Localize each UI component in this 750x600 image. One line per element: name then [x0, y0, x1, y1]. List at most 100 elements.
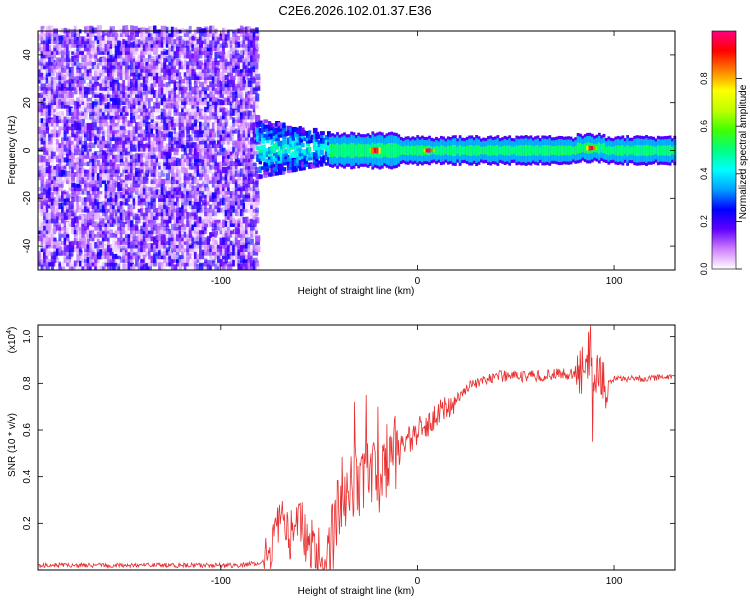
heatmap-cell	[135, 132, 140, 138]
heatmap-cell	[101, 78, 106, 84]
heatmap-cell	[40, 133, 45, 138]
heatmap-cell	[140, 55, 145, 63]
heatmap-cell	[48, 199, 52, 206]
heatmap-cell	[206, 193, 212, 199]
heatmap-cell	[71, 145, 76, 152]
heatmap-cell	[442, 148, 445, 153]
heatmap-cell	[229, 61, 234, 66]
heatmap-cell	[130, 211, 134, 217]
heatmap-cell	[181, 125, 184, 134]
heatmap-cell	[186, 140, 191, 145]
heatmap-cell	[78, 131, 83, 138]
heatmap-cell	[153, 90, 158, 95]
heatmap-cell	[279, 164, 284, 169]
heatmap-cell	[315, 156, 319, 162]
heatmap-cell	[124, 79, 129, 84]
heatmap-cell	[132, 102, 136, 109]
heatmap-cell	[140, 68, 144, 73]
heatmap-cell	[498, 148, 502, 153]
heatmap-cell	[55, 133, 61, 138]
heatmap-cell	[163, 145, 167, 152]
heatmap-cell	[242, 90, 247, 98]
heatmap-cell	[135, 47, 139, 52]
heatmap-cell	[140, 215, 144, 220]
heatmap-cell	[53, 135, 59, 141]
heatmap-cell	[219, 115, 223, 120]
heatmap-cell	[132, 133, 136, 138]
heatmap-cell	[153, 208, 157, 213]
heatmap-cell	[137, 74, 143, 80]
heatmap-cell	[173, 255, 179, 263]
heatmap-cell	[211, 132, 217, 138]
heatmap-cell	[255, 56, 260, 62]
heatmap-cell	[84, 229, 88, 235]
heatmap-cell	[216, 77, 221, 84]
heatmap-cell	[50, 162, 54, 170]
heatmap-cell	[255, 73, 261, 80]
heatmap-cell	[127, 91, 132, 98]
heatmap-cell	[38, 226, 42, 231]
heatmap-cell	[232, 56, 236, 63]
heatmap-cell	[96, 127, 102, 134]
heatmap-cell	[117, 68, 122, 73]
heatmap-cell	[234, 35, 240, 41]
heatmap-cell	[124, 36, 128, 41]
heatmap-cell	[219, 55, 225, 63]
heatmap-cell	[38, 118, 43, 123]
heatmap-cell	[250, 182, 254, 188]
heatmap-cell	[99, 225, 103, 231]
heatmap-cell	[140, 264, 144, 270]
heatmap-cell	[150, 27, 154, 34]
heatmap-cell	[145, 212, 150, 220]
heatmap-cell	[224, 194, 229, 199]
heatmap-cell	[150, 249, 155, 256]
heatmap-cell	[317, 140, 323, 145]
heatmap-cell	[327, 148, 331, 154]
heatmap-cell	[89, 178, 95, 184]
heatmap-cell	[176, 46, 180, 52]
heatmap-cell	[247, 183, 252, 188]
heatmap-cell	[71, 248, 74, 253]
heatmap-cell	[219, 81, 223, 88]
heatmap-cell	[268, 155, 272, 160]
heatmap-cell	[173, 83, 178, 91]
heatmap-cell	[127, 233, 131, 238]
heatmap-cell	[201, 218, 207, 224]
heatmap-cell	[66, 62, 70, 70]
heatmap-cell	[173, 210, 177, 217]
heatmap-cell	[229, 195, 234, 202]
heatmap-cell	[61, 94, 66, 102]
heatmap-cell	[163, 204, 168, 210]
heatmap-cell	[234, 201, 239, 206]
heatmap-cell	[312, 152, 318, 157]
heatmap-cell	[214, 107, 218, 113]
heatmap-cell	[84, 91, 88, 98]
heatmap-cell	[252, 163, 257, 170]
heatmap-cell	[425, 148, 429, 153]
heatmap-cell	[181, 91, 186, 98]
heatmap-cell	[252, 88, 258, 95]
heatmap-cell	[48, 68, 52, 77]
heatmap-cell	[96, 109, 100, 116]
heatmap-cell	[178, 122, 182, 131]
heatmap-cell	[234, 246, 239, 253]
heatmap-cell	[66, 113, 70, 120]
heatmap-cell	[117, 61, 122, 70]
heatmap-cell	[53, 208, 57, 217]
heatmap-cell	[255, 217, 260, 224]
heatmap-cell	[224, 119, 229, 123]
heatmap-cell	[268, 146, 272, 152]
heatmap-cell	[142, 120, 146, 127]
heatmap-cell	[201, 165, 206, 170]
heatmap-cell	[219, 144, 224, 152]
heatmap-cell	[165, 35, 170, 41]
heatmap-cell	[132, 192, 137, 199]
heatmap-cell	[119, 229, 124, 235]
heatmap-cell	[178, 114, 182, 120]
heatmap-cell	[160, 182, 165, 192]
heatmap-cell	[256, 154, 261, 160]
heatmap-cell	[211, 40, 215, 48]
heatmap-cell	[73, 246, 78, 253]
heatmap-cell	[117, 52, 123, 59]
heatmap-cell	[214, 239, 218, 245]
